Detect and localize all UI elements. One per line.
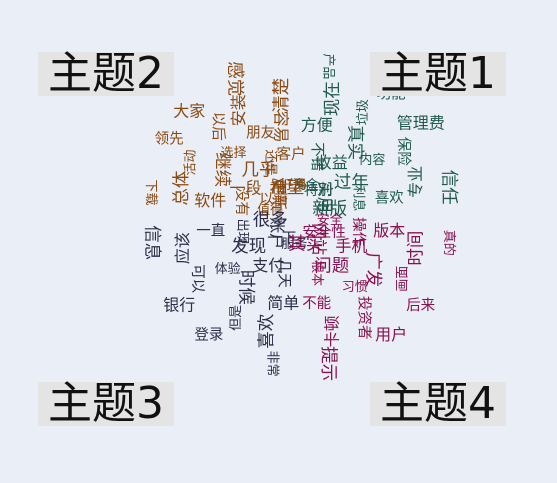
word-topic3: 喜欢 <box>257 314 277 349</box>
word-topic2: 下载 <box>143 179 158 205</box>
word-topic2: 朋友 <box>246 124 275 141</box>
word-topic1: 产品 <box>320 53 335 79</box>
word-topic2: 感觉 <box>224 61 244 96</box>
word-topic4: 投资者 <box>356 296 373 340</box>
word-topic2: 以后 <box>210 112 227 141</box>
word-topic1: 专业 <box>406 166 425 198</box>
word-topic2: 好用 <box>280 178 306 193</box>
word-topic4: 时间 <box>406 231 426 266</box>
word-topic1: 不错 <box>309 142 326 171</box>
word-topic1: 现在 <box>323 81 343 116</box>
word-topic2: 软件 <box>194 191 226 210</box>
word-topic1: 管理费 <box>397 113 445 132</box>
word-topic2: 更新 <box>269 178 288 210</box>
topic-label-4: 主题4 <box>370 382 506 426</box>
word-topic2: 客户 <box>277 146 306 163</box>
word-topic1: 利息 <box>351 185 367 211</box>
word-topic3: 发现 <box>231 237 266 257</box>
word-topic3: 时候 <box>235 270 255 305</box>
word-topic4: 安全 <box>317 212 343 228</box>
word-topic1: 收益 <box>316 153 348 172</box>
word-topic3: 账户 <box>267 217 286 249</box>
topic-label-1: 主题1 <box>370 52 506 96</box>
word-topic2: 容易 <box>271 111 290 143</box>
word-topic1: 新版 <box>312 199 347 219</box>
word-topic3: 应该 <box>173 232 192 264</box>
word-topic4: 操作 <box>350 217 367 246</box>
word-topic3: 但是 <box>229 305 244 331</box>
word-topic3: 体验 <box>215 261 241 277</box>
word-topic4: 习惯 <box>342 279 368 295</box>
word-topic4: 后来 <box>406 297 435 314</box>
word-topic2: 值得 <box>257 202 283 218</box>
word-topic1: 信任 <box>439 170 459 205</box>
word-topic4: 卡顿 <box>323 315 342 347</box>
word-topic2: 领先 <box>155 130 184 147</box>
word-topic4: 画面 <box>395 266 410 292</box>
word-topic3: 登录 <box>194 327 223 344</box>
word-topic3: 银行 <box>163 296 195 315</box>
topic-label-3: 主题3 <box>38 382 174 426</box>
word-topic3: 信息 <box>141 225 161 260</box>
word-topic2: 大家 <box>173 102 205 121</box>
word-topic1: 真实 <box>345 125 365 160</box>
word-topic4: 用户 <box>375 325 407 344</box>
word-topic4: 安全性 <box>302 223 346 241</box>
word-topic2: 以前 <box>259 191 288 208</box>
word-topic4: 其实 <box>288 235 323 255</box>
word-topic4: 手机 <box>335 236 367 255</box>
word-topic2: 继续 <box>211 152 231 187</box>
word-topic3: 几天 <box>275 259 291 288</box>
word-topic1: 保险 <box>395 137 412 166</box>
word-topic1: 内容 <box>359 152 385 168</box>
word-topic3: 一下 <box>267 231 296 247</box>
word-topic2: 希望 <box>269 178 304 198</box>
word-topic3: 出现 <box>234 219 249 245</box>
word-topic4: 问题 <box>314 256 349 276</box>
word-topic2: 还是 <box>262 150 277 176</box>
word-topic2: 活动 <box>184 149 199 175</box>
word-topic1: 过年 <box>334 173 369 193</box>
word-topic3: 很多 <box>253 211 288 231</box>
word-topic4: 广发 <box>362 252 382 287</box>
topic-label-2: 主题2 <box>38 52 174 96</box>
word-topic3: 非常 <box>265 351 280 377</box>
word-topic2: 总体 <box>172 170 192 205</box>
word-topic1: 垃圾 <box>356 99 371 125</box>
word-topic3: 一直 <box>196 223 225 240</box>
word-topic4: 提示 <box>318 346 338 381</box>
word-topic3: 服务 <box>281 236 307 252</box>
word-topic4: 网站 <box>310 223 329 255</box>
word-topic2: 没有 <box>233 187 250 216</box>
word-topic1: 资金 <box>293 177 319 193</box>
word-topic2: 安装 <box>229 94 248 126</box>
word-topic2: 清楚 <box>272 78 292 113</box>
word-topic2: 几乎 <box>241 161 276 181</box>
word-topic4: 真的 <box>441 230 457 256</box>
word-topic1: 特别 <box>304 182 333 199</box>
word-topic3: 简单 <box>267 294 299 313</box>
word-topic1: 实用 <box>316 181 335 213</box>
word-topic2: 一段 <box>229 178 261 197</box>
word-topic2: 选择 <box>220 146 246 161</box>
word-topic3: 支付 <box>252 256 284 275</box>
word-topic4: 根本 <box>309 260 324 286</box>
word-topic1: 喜欢 <box>375 189 404 206</box>
word-topic1: 方便 <box>301 115 333 134</box>
word-topic4: 不能 <box>302 295 331 312</box>
word-topic4: 版本 <box>373 221 405 240</box>
word-topic3: 可以 <box>189 264 205 293</box>
